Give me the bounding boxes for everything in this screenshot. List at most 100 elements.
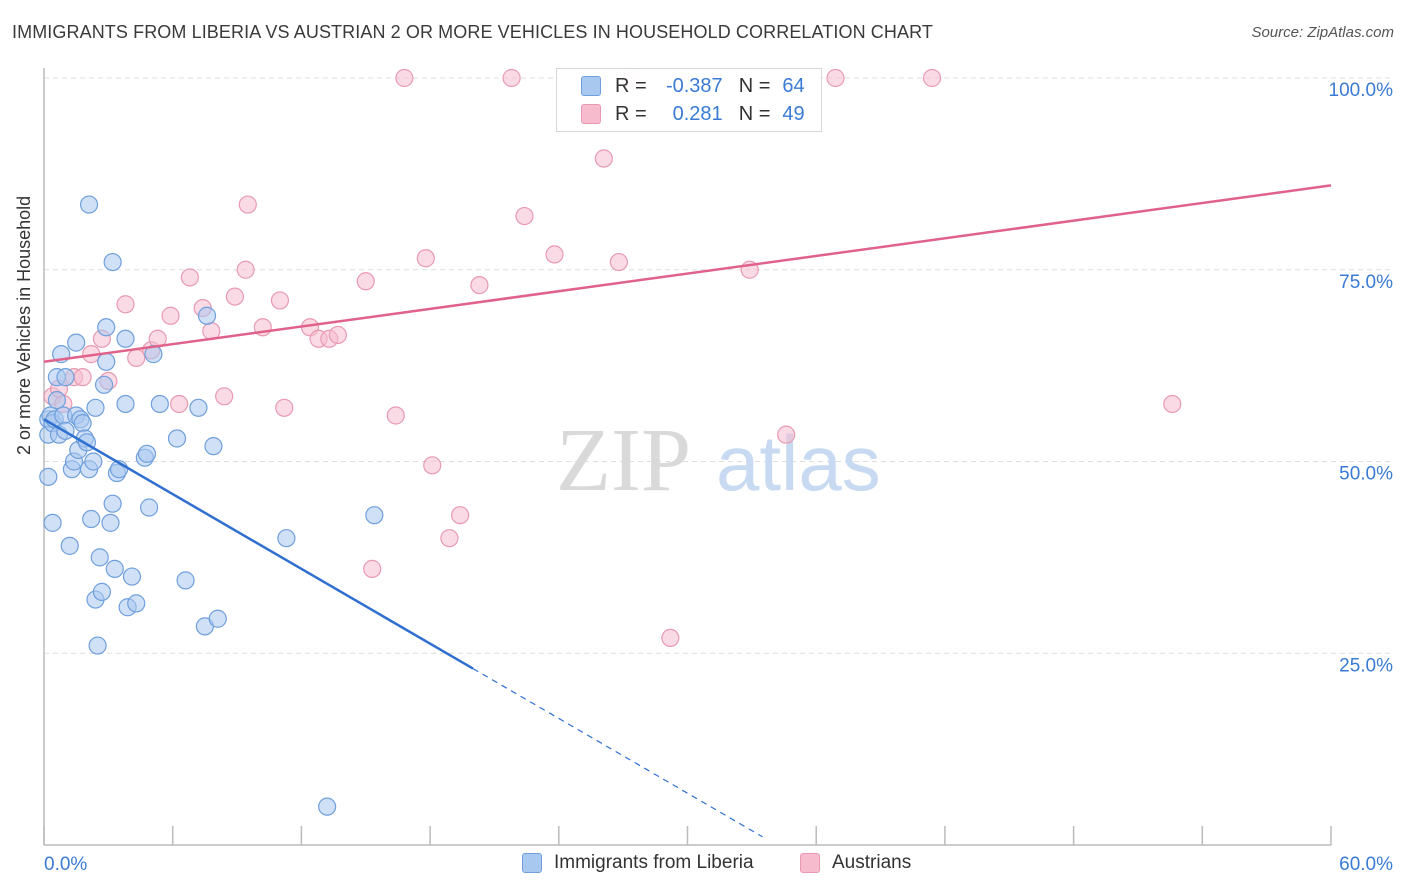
austrians-point	[661, 628, 680, 648]
trend-lines	[43, 184, 1332, 838]
austrians-point	[127, 348, 146, 368]
austrians-point	[73, 368, 92, 387]
legend-row-austrians: R = 0.281 N = 49	[581, 100, 805, 128]
liberia-legend-label: Immigrants from Liberia	[554, 852, 754, 873]
y-axis-label: 2 or more Vehicles in Household	[14, 195, 34, 455]
liberia-point	[90, 548, 109, 567]
liberia-point	[116, 394, 135, 414]
liberia-point	[197, 306, 217, 325]
liberia-point	[137, 444, 157, 463]
austrians-point	[423, 456, 442, 475]
austrians-point	[777, 425, 796, 444]
liberia-point	[86, 398, 105, 417]
austrians-point	[451, 506, 470, 525]
austrians-point	[356, 272, 375, 291]
liberia-point	[60, 536, 79, 555]
axes	[43, 68, 1332, 846]
y-tick-label: 25.0%	[1339, 655, 1393, 676]
y-tick-label: 75.0%	[1339, 272, 1393, 293]
austrians-swatch	[581, 104, 601, 124]
watermark-atlas: atlas	[716, 419, 881, 507]
liberia-point	[39, 467, 58, 486]
bottom-legend-austrians: Austrians	[800, 852, 911, 874]
austrians-trend-line	[43, 184, 1332, 364]
legend-r-label: R =	[615, 74, 647, 97]
liberia-trend-line	[43, 418, 474, 670]
liberia-point	[82, 509, 101, 529]
liberia-point	[277, 529, 296, 548]
austrians-point	[215, 387, 234, 406]
austrians-point	[922, 68, 942, 88]
y-tick-label: 50.0%	[1339, 464, 1393, 485]
austrians-point	[238, 195, 257, 214]
liberia-legend-swatch	[522, 853, 542, 873]
liberia-point	[176, 571, 195, 590]
austrians-point	[826, 68, 845, 88]
liberia-point	[116, 329, 135, 348]
austrians-legend-swatch	[800, 853, 820, 873]
liberia-point	[140, 498, 159, 517]
austrians-point	[594, 149, 613, 168]
liberia-point	[122, 567, 142, 586]
liberia-point	[103, 252, 122, 272]
liberia-point	[88, 636, 107, 655]
austrians-point	[502, 68, 521, 88]
liberia-point	[365, 506, 384, 525]
liberia-point	[150, 394, 169, 414]
austrians-r-value: 0.281	[672, 102, 723, 125]
liberia-point	[189, 398, 208, 417]
bottom-legend-liberia: Immigrants from Liberia	[522, 852, 754, 874]
liberia-point	[167, 429, 187, 448]
austrians-point	[328, 325, 347, 345]
x-tick-label: 0.0%	[44, 854, 87, 875]
austrians-point	[180, 268, 199, 287]
austrians-point	[416, 249, 435, 268]
austrians-n-value: 49	[782, 102, 805, 125]
liberia-point	[43, 513, 62, 532]
watermark-zip: ZIP	[556, 411, 691, 510]
liberia-n-value: 64	[782, 74, 805, 97]
liberia-point	[105, 559, 124, 578]
liberia-r-value: -0.387	[665, 74, 723, 97]
liberia-point	[56, 368, 75, 387]
liberia-point	[79, 195, 99, 214]
legend-row-liberia: R = -0.387 N = 64	[581, 72, 805, 100]
liberia-point	[97, 318, 116, 337]
legend-n-label: N =	[738, 102, 771, 125]
grid-lines	[44, 77, 1392, 654]
austrians-point	[440, 529, 459, 548]
liberia-point	[318, 797, 337, 816]
liberia-point	[92, 582, 112, 601]
liberia-point	[204, 437, 223, 456]
austrians-point	[545, 245, 564, 264]
austrians-point	[386, 406, 405, 425]
legend-n-label: N =	[738, 74, 771, 97]
liberia-trend-extension	[472, 668, 763, 838]
liberia-point	[73, 414, 92, 433]
liberia-point	[208, 609, 227, 628]
liberia-point	[127, 594, 146, 613]
liberia-point	[84, 452, 103, 471]
austrians-point	[116, 295, 135, 314]
liberia-point	[47, 391, 66, 410]
liberia-point	[103, 494, 122, 513]
austrians-point	[225, 287, 245, 306]
austrians-point	[609, 252, 628, 272]
watermark: ZIP atlas	[556, 411, 881, 510]
liberia-swatch	[581, 76, 601, 96]
austrians-point	[395, 68, 414, 88]
austrians-point	[270, 291, 290, 310]
tick-labels: 100.0% 75.0% 50.0% 25.0% 0.0% 60.0%	[44, 80, 1393, 875]
x-tick-label: 60.0%	[1339, 854, 1393, 875]
chart-title: IMMIGRANTS FROM LIBERIA VS AUSTRIAN 2 OR…	[12, 22, 933, 42]
austrians-point	[363, 559, 382, 578]
liberia-point	[97, 352, 116, 371]
austrians-point	[470, 275, 489, 295]
legend-r-label: R =	[615, 102, 647, 125]
liberia-point	[101, 513, 120, 532]
liberia-points	[39, 195, 384, 816]
austrians-point	[170, 394, 189, 414]
y-tick-label: 100.0%	[1329, 80, 1394, 101]
liberia-point	[67, 333, 86, 352]
